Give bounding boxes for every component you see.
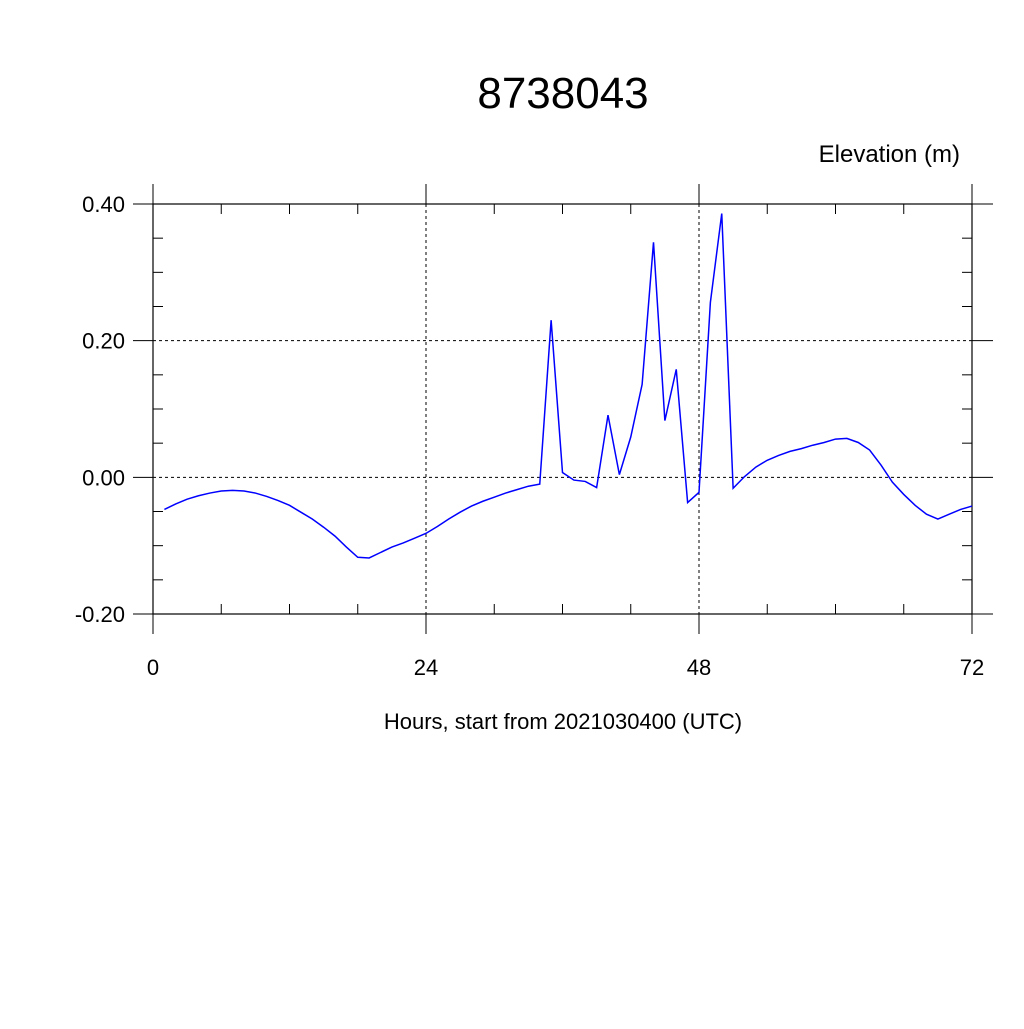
plot-frame [152, 203, 973, 615]
x-tick-label: 24 [414, 655, 438, 680]
y-tick-label: 0.40 [82, 192, 125, 217]
axis-unit: Elevation (m) [819, 141, 960, 168]
x-tick-label: 0 [147, 655, 159, 680]
x-tick-label: 48 [687, 655, 711, 680]
y-tick-label: -0.20 [75, 602, 125, 627]
y-tick-label: 0.20 [82, 329, 125, 354]
x-axis-label: Hours, start from 2021030400 (UTC) [384, 709, 742, 734]
y-tick-label: 0.00 [82, 465, 125, 490]
x-tick-label: 72 [960, 655, 984, 680]
chart-title: 8738043 [477, 69, 648, 118]
data-line [164, 213, 973, 559]
